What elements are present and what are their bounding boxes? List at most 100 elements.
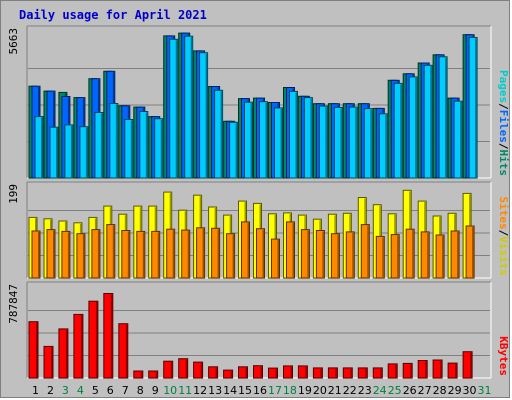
bar-pages	[109, 103, 119, 179]
bar-shade	[115, 104, 118, 178]
y-tick-label: 5663	[7, 28, 20, 55]
bar-sites	[121, 230, 131, 279]
bar-kbytes	[283, 365, 293, 379]
day-label: 21	[328, 384, 342, 397]
bar-kbytes	[357, 367, 368, 379]
bar-shade	[350, 368, 352, 378]
day-label: 24	[373, 384, 387, 397]
bar-sites	[300, 229, 310, 279]
bar-shade	[380, 368, 382, 378]
bar-pages	[318, 105, 328, 179]
bar-pages	[169, 38, 179, 179]
bar-kbytes	[118, 323, 129, 379]
bar-sites	[91, 229, 101, 279]
panel-kbytes: 787847 KBytes	[7, 281, 510, 379]
bar-sites	[151, 230, 161, 279]
bar-pages	[139, 111, 149, 179]
bar-kbytes	[133, 370, 144, 379]
day-label: 12	[193, 384, 207, 397]
bar-shade	[170, 362, 173, 378]
bar-shade	[250, 103, 252, 178]
bar-shade	[142, 232, 145, 278]
bar-shade	[157, 232, 160, 278]
day-label: 31	[478, 384, 492, 397]
bar-shade	[460, 102, 462, 178]
bar-shade	[382, 237, 384, 278]
day-label: 25	[388, 384, 402, 397]
bar-sites	[256, 228, 265, 279]
bar-shade	[367, 225, 369, 278]
bar-pages	[244, 101, 253, 179]
legend-separator: /	[497, 103, 510, 110]
bar-shade	[280, 108, 282, 178]
bar-kbytes	[372, 367, 383, 379]
bar-pages	[408, 76, 418, 179]
bar-pages	[214, 89, 224, 179]
bar-shade	[455, 364, 457, 378]
bar-sites	[286, 221, 295, 279]
bar-shade	[232, 234, 235, 278]
bar-shade	[440, 361, 442, 378]
bar-shade	[370, 109, 372, 178]
day-label: 10	[163, 384, 177, 397]
bar-pages	[468, 37, 478, 179]
legend-separator: /	[497, 230, 510, 237]
bar-pages	[124, 119, 134, 179]
bar-pages	[393, 82, 403, 179]
bar-shade	[95, 302, 98, 378]
day-label: 28	[433, 384, 447, 397]
bar-shade	[202, 228, 205, 278]
day-label: 29	[448, 384, 462, 397]
bar-shade	[112, 225, 115, 278]
day-label: 1	[32, 384, 39, 397]
bar-sites	[76, 233, 86, 279]
day-label: 14	[223, 384, 237, 397]
bar-shade	[472, 227, 474, 278]
bar-shade	[277, 240, 279, 278]
bar-pages	[333, 106, 343, 179]
day-label: 30	[463, 384, 477, 397]
bar-kbytes	[208, 366, 219, 379]
bar-sites	[450, 230, 460, 279]
day-label: 17	[268, 384, 282, 397]
bar-shade	[310, 98, 312, 178]
bar-kbytes	[312, 367, 323, 379]
y-tick-label: 199	[7, 184, 20, 204]
bar-shade	[130, 120, 133, 178]
bar-sites	[405, 228, 415, 279]
bar-sites	[420, 231, 430, 279]
bar-pages	[79, 126, 89, 179]
bar-pages	[259, 101, 268, 179]
bar-shade	[127, 231, 130, 278]
bar-shade	[335, 368, 337, 378]
bar-sites	[181, 229, 191, 279]
bar-shade	[400, 84, 402, 178]
day-label: 19	[298, 384, 312, 397]
bar-shade	[247, 222, 249, 278]
bar-sites	[106, 224, 116, 279]
bar-kbytes	[447, 362, 458, 379]
bar-kbytes	[432, 359, 443, 379]
bar-shade	[425, 361, 427, 378]
chart-title: Daily usage for April 2021	[19, 8, 207, 22]
day-label: 27	[418, 384, 432, 397]
bar-shade	[110, 294, 113, 378]
day-label: 18	[283, 384, 297, 397]
bar-shade	[80, 315, 83, 378]
bar-shade	[215, 367, 218, 378]
legend-item-files: Files	[497, 110, 510, 143]
bar-shade	[53, 230, 55, 278]
bar-shade	[445, 57, 447, 178]
bar-sites	[136, 230, 146, 279]
bar-sites	[330, 233, 340, 279]
bar-shade	[41, 117, 43, 178]
y-tick-label: 787847	[7, 284, 20, 324]
bar-shade	[187, 231, 190, 278]
bar-shade	[412, 230, 414, 278]
bar-kbytes	[163, 360, 174, 379]
bar-kbytes	[193, 361, 204, 379]
bar-shade	[475, 38, 477, 178]
bar-shade	[295, 92, 297, 178]
bar-shade	[265, 102, 267, 178]
